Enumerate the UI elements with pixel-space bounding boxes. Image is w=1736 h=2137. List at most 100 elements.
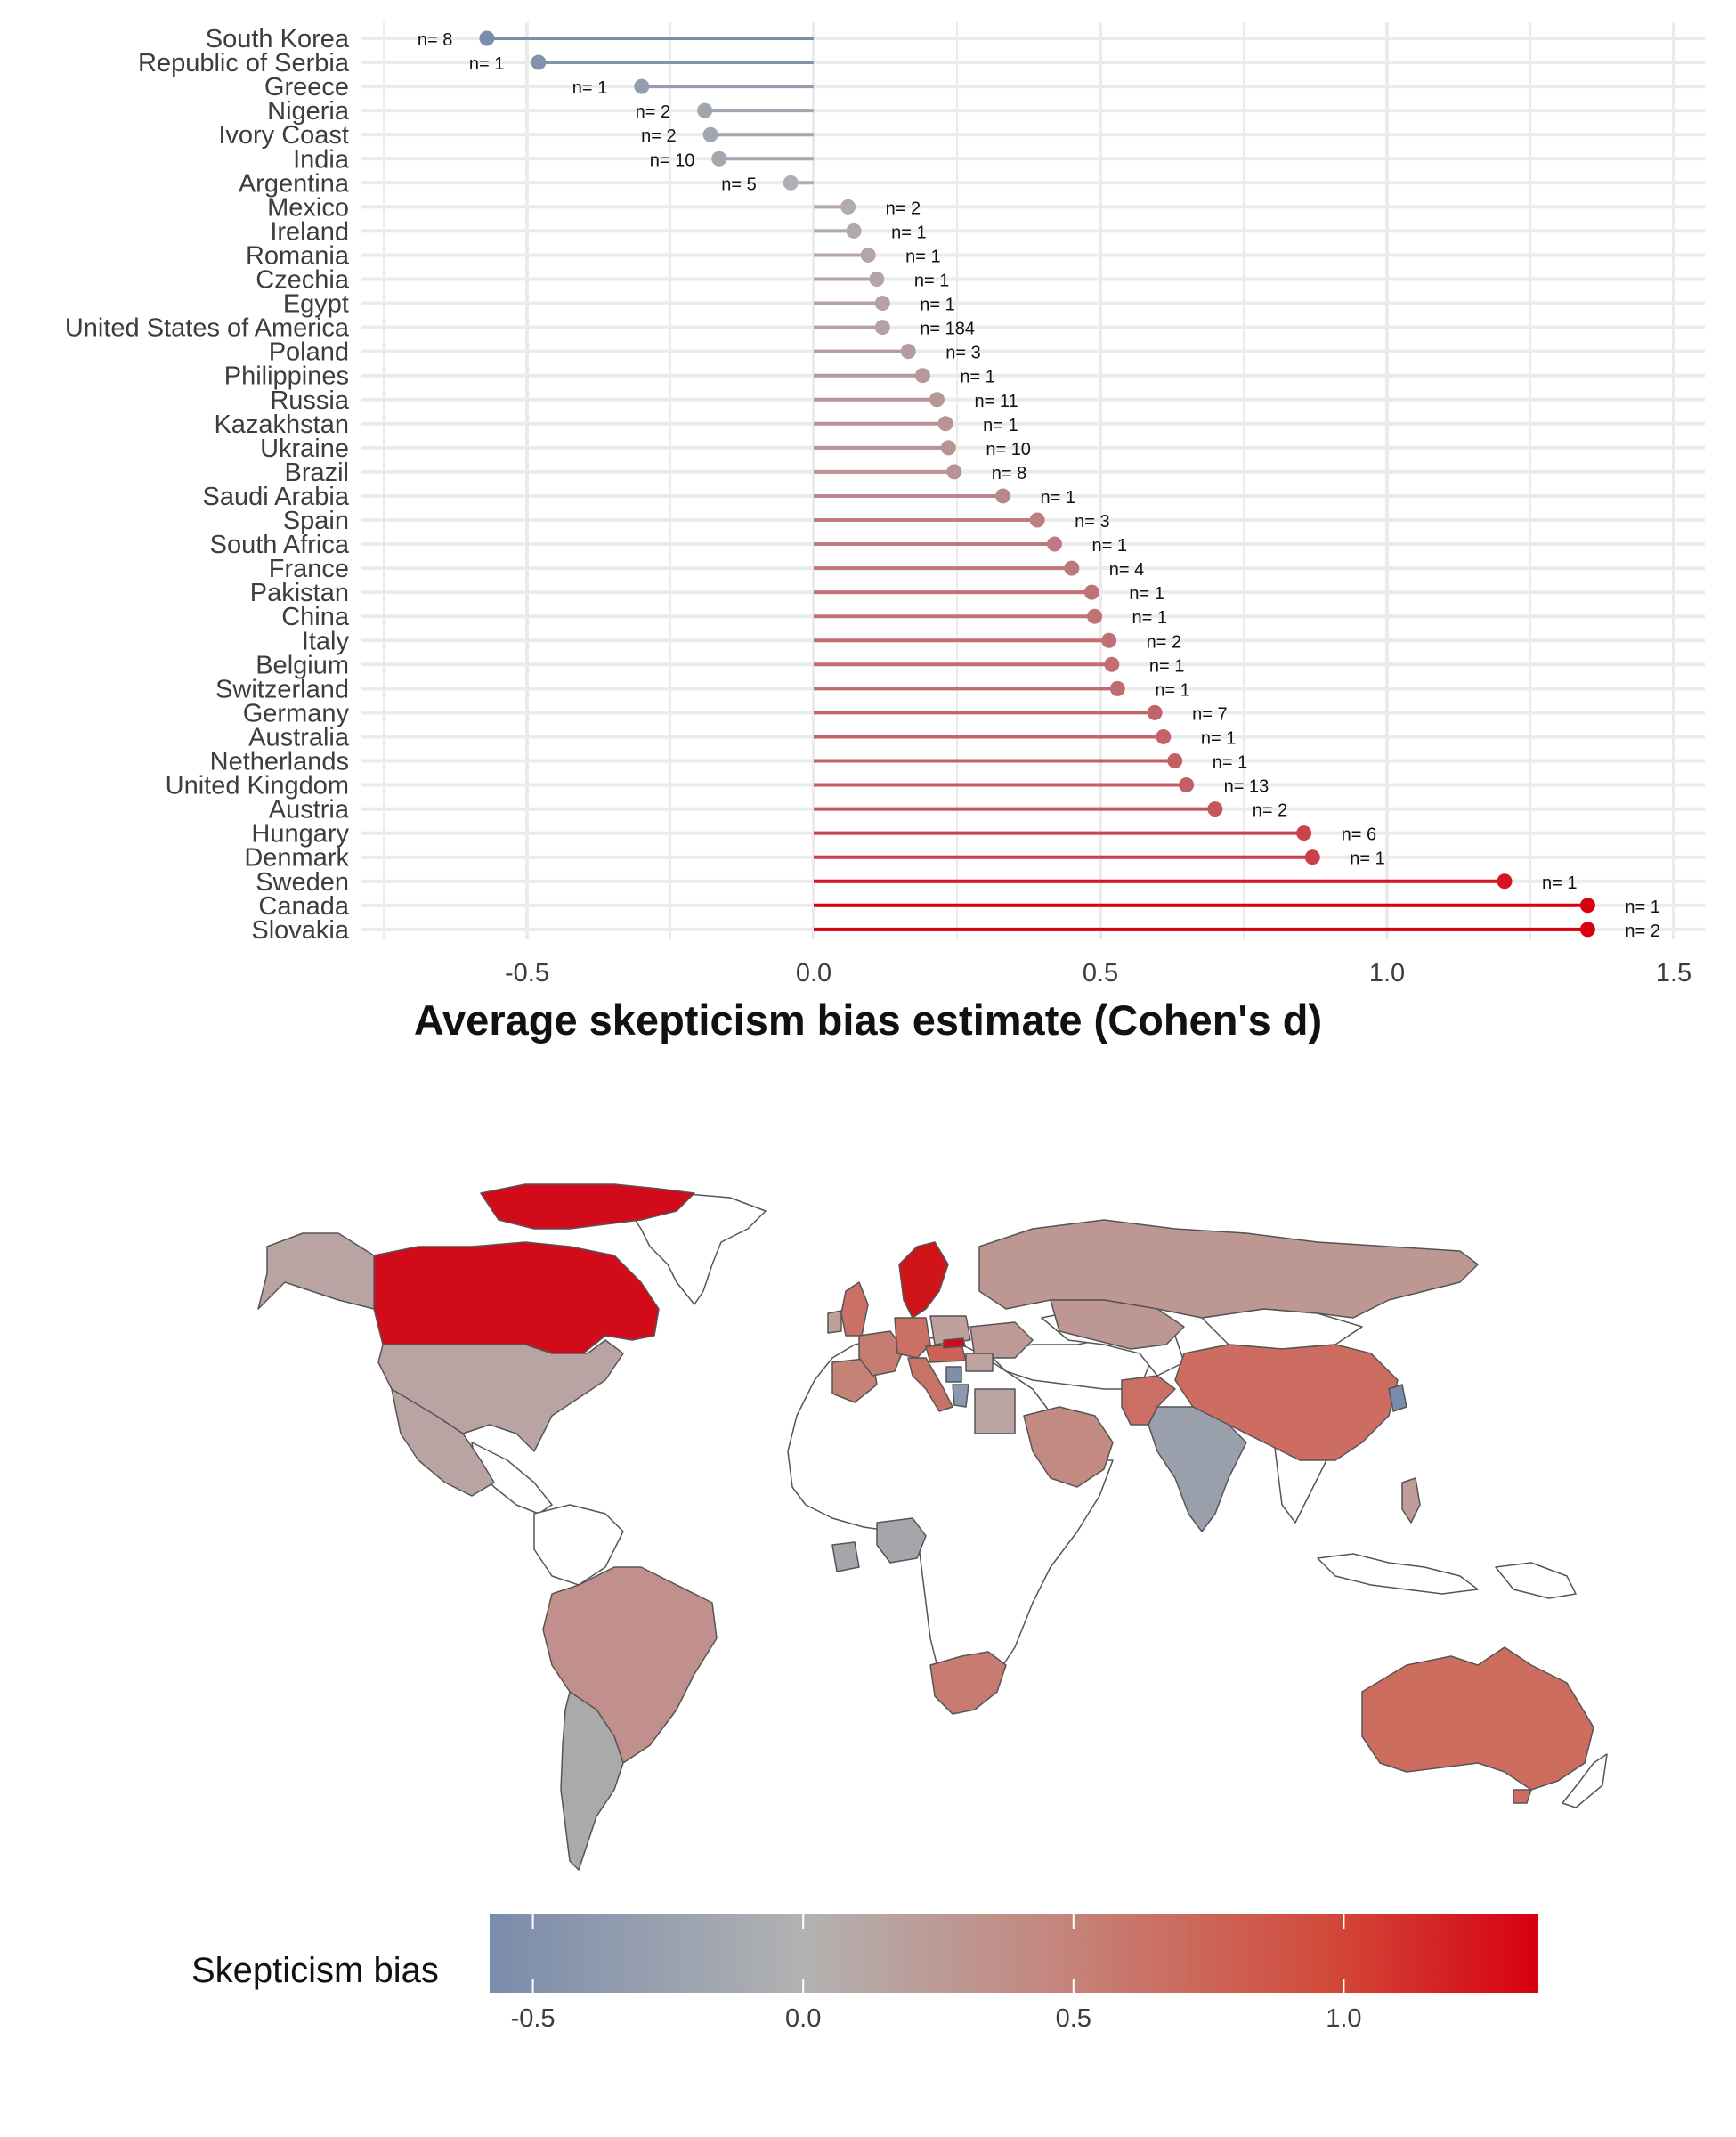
x-tick-label: 1.0 [1369,959,1405,987]
point-slovakia [1579,922,1595,938]
legend-tick-label: 1.0 [1326,2004,1361,2033]
point-nigeria [697,102,713,118]
n-label: n= 184 [920,320,975,339]
category-label: Sweden [256,868,349,897]
point-greece [634,78,650,94]
point-austria [1207,801,1223,817]
category-label: Egypt [283,290,349,319]
point-pakistan [1083,584,1099,600]
n-label: n= 1 [1213,753,1247,773]
n-label: n= 2 [886,199,921,218]
point-switzerland [1109,680,1125,696]
legend-tick-label: 0.5 [1056,2004,1091,2033]
n-label: n= 1 [983,416,1018,435]
point-kazakhstan [937,416,953,432]
philippines-shape [1401,1477,1421,1524]
category-label: South Korea [206,25,350,53]
point-poland [900,344,916,360]
category-label: Belgium [256,651,349,679]
category-label: United States of America [65,314,350,343]
france-shape [858,1330,905,1377]
greenland-shape [622,1192,767,1305]
n-label: n= 1 [1041,488,1075,508]
n-label: n= 1 [1132,608,1167,628]
dot-layer [479,30,1595,938]
n-label: n= 1 [572,78,607,98]
category-label: Canada [258,892,349,921]
category-label: Nigeria [267,97,350,126]
n-label: n= 13 [1224,777,1270,797]
egypt-shape [974,1388,1016,1434]
category-label: Ukraine [260,435,349,463]
point-australia [1156,728,1172,744]
n-label: n= 1 [914,272,949,291]
category-label: Argentina [239,169,350,198]
point-spain [1029,512,1045,528]
legend-tick-label: 0.0 [785,2004,821,2033]
n-label: n= 4 [1109,560,1144,580]
point-philippines [914,368,930,384]
point-south-korea [479,30,495,46]
legend-ticks: -0.5 0.0 0.5 1.0 [511,1914,1362,2033]
nigeria-shape [876,1517,927,1564]
point-ireland [846,223,862,239]
point-france [1064,560,1080,576]
south-africa-shape [929,1651,1007,1715]
legend-title: Skepticism bias [191,1951,439,1990]
n-label: n= 8 [992,464,1026,483]
n-label: n= 1 [1149,656,1184,676]
category-label: Denmark [244,844,349,873]
point-sweden [1497,873,1513,890]
n-label: n= 5 [721,175,756,194]
germany-shape [894,1317,931,1359]
legend-color-bar [490,1914,1538,1993]
category-label: United Kingdom [166,772,349,800]
category-label: Netherlands [210,748,349,776]
indonesia-shape [1317,1553,1479,1595]
argentina-shape [560,1691,624,1871]
n-label: n= 1 [1542,873,1577,893]
n-label: n= 7 [1192,704,1227,724]
category-label: Ireland [270,217,349,246]
mexico-shape [391,1388,495,1497]
brazil-shape [542,1566,718,1764]
point-egypt [874,296,890,312]
point-russia [929,392,945,408]
n-label: n= 1 [469,54,504,74]
n-label: n= 2 [636,102,670,122]
category-label: Slovakia [251,916,349,945]
pakistan-shape [1121,1375,1176,1426]
category-label: Austria [269,796,350,825]
alaska-shape [257,1232,375,1310]
point-argentina [783,175,799,191]
point-romania [860,247,876,263]
n-label: n= 2 [1625,922,1659,941]
tasmania-shape [1513,1789,1532,1804]
n-label: n= 3 [1075,512,1109,532]
category-label: Switzerland [215,675,349,703]
category-label: Romania [246,241,350,270]
category-label: Kazakhstan [214,410,349,439]
color-legend: -0.5 0.0 0.5 1.0 Skepticism bias [191,1914,1538,2033]
slovakia-shape [943,1337,966,1349]
category-label: Russia [270,386,350,415]
category-label: Saudi Arabia [203,483,350,511]
n-label: n= 1 [1201,728,1236,748]
south-korea-shape [1388,1384,1407,1412]
new-zealand-shape [1562,1753,1608,1808]
x-axis-title: Average skepticism bias estimate (Cohen'… [414,996,1322,1044]
n-label: n= 1 [920,296,954,315]
n-label: n= 6 [1342,825,1376,845]
n-label: n= 3 [945,344,980,363]
point-mexico [840,199,856,215]
scandinavia-shape [898,1241,949,1319]
italy-shape [907,1357,953,1412]
new-guinea-shape [1495,1562,1577,1599]
point-india [711,150,727,167]
category-label: Greece [264,73,349,102]
n-label: n= 2 [1147,632,1181,652]
world-choropleth-map [257,1183,1608,1871]
ireland-shape [827,1310,842,1334]
